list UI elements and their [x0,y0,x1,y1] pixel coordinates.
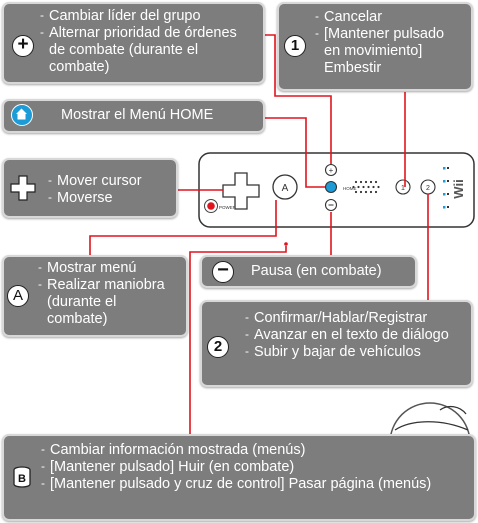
dpad-callout: Mover cursor Moverse [2,158,178,218]
player-leds [443,167,449,209]
b-item-1: Cambiar información mostrada (menús) [41,441,466,459]
b-trigger-icon: B [13,466,31,488]
home-button-callout: Mostrar el Menú HOME [2,99,265,133]
remote-dpad-icon [222,172,260,210]
minus-button-callout: − Pausa (en combate) [200,255,417,288]
dpad-icon [10,175,36,201]
plus-button-callout: + Cambiar líder del grupo Alternar prior… [2,2,265,84]
remote-1-label: 1 [401,185,405,192]
remote-2-label: 2 [426,185,430,192]
a-button-callout: A Mostrar menú Realizar maniobra (durant… [2,255,188,337]
two-button-icon: 2 [207,336,229,358]
two-item-1: Confirmar/Hablar/Registrar [245,309,465,327]
power-button-icon [204,199,218,213]
minus-icon: − [212,260,234,283]
remote-plus-button [324,163,338,177]
remote-a-button [272,174,298,200]
svg-text:+: + [329,166,334,175]
b-item-3: [Mantener pulsado y cruz de control] Pas… [41,475,466,493]
one-item-1: Cancelar [315,8,463,26]
dpad-item-1: Mover cursor [48,172,168,190]
plus-item-1: Cambiar líder del grupo [40,7,255,25]
b-button-callout: B Cambiar información mostrada (menús) [… [2,434,476,521]
svg-text:B: B [18,473,26,485]
power-label: POWER [219,205,237,210]
remote-1-button [395,179,411,195]
plus-icon: + [12,35,34,57]
one-item-2: [Mantener pulsado en movimiento] Embesti… [315,25,463,77]
connector-lines [89,34,429,434]
a-item-1: Mostrar menú [38,259,180,277]
two-item-3: Subir y bajar de vehículos [245,343,465,361]
two-item-2: Avanzar en el texto de diálogo [245,326,465,344]
home-label: Mostrar el Menú HOME [61,107,214,123]
a-button-icon: A [7,285,29,307]
home-icon [11,104,33,126]
two-button-callout: 2 Confirmar/Hablar/Registrar Avanzar en … [200,300,473,387]
minus-label: Pausa (en combate) [251,263,382,279]
b-item-2: [Mantener pulsado] Huir (en combate) [41,458,466,476]
speaker-grille [352,180,380,194]
remote-home-label: HOME [343,186,357,191]
remote-home-button [324,180,338,194]
dpad-item-2: Moverse [48,189,168,207]
plus-item-2: Alternar prioridad de órdenes de combate… [40,24,255,76]
remote-a-label: A [282,183,289,194]
wii-logo: Wii [451,179,466,198]
a-item-2: Realizar maniobra (durante el combate) [38,276,180,328]
one-button-icon: 1 [284,35,306,57]
one-button-callout: 1 Cancelar [Mantener pulsado en movimien… [277,2,473,91]
